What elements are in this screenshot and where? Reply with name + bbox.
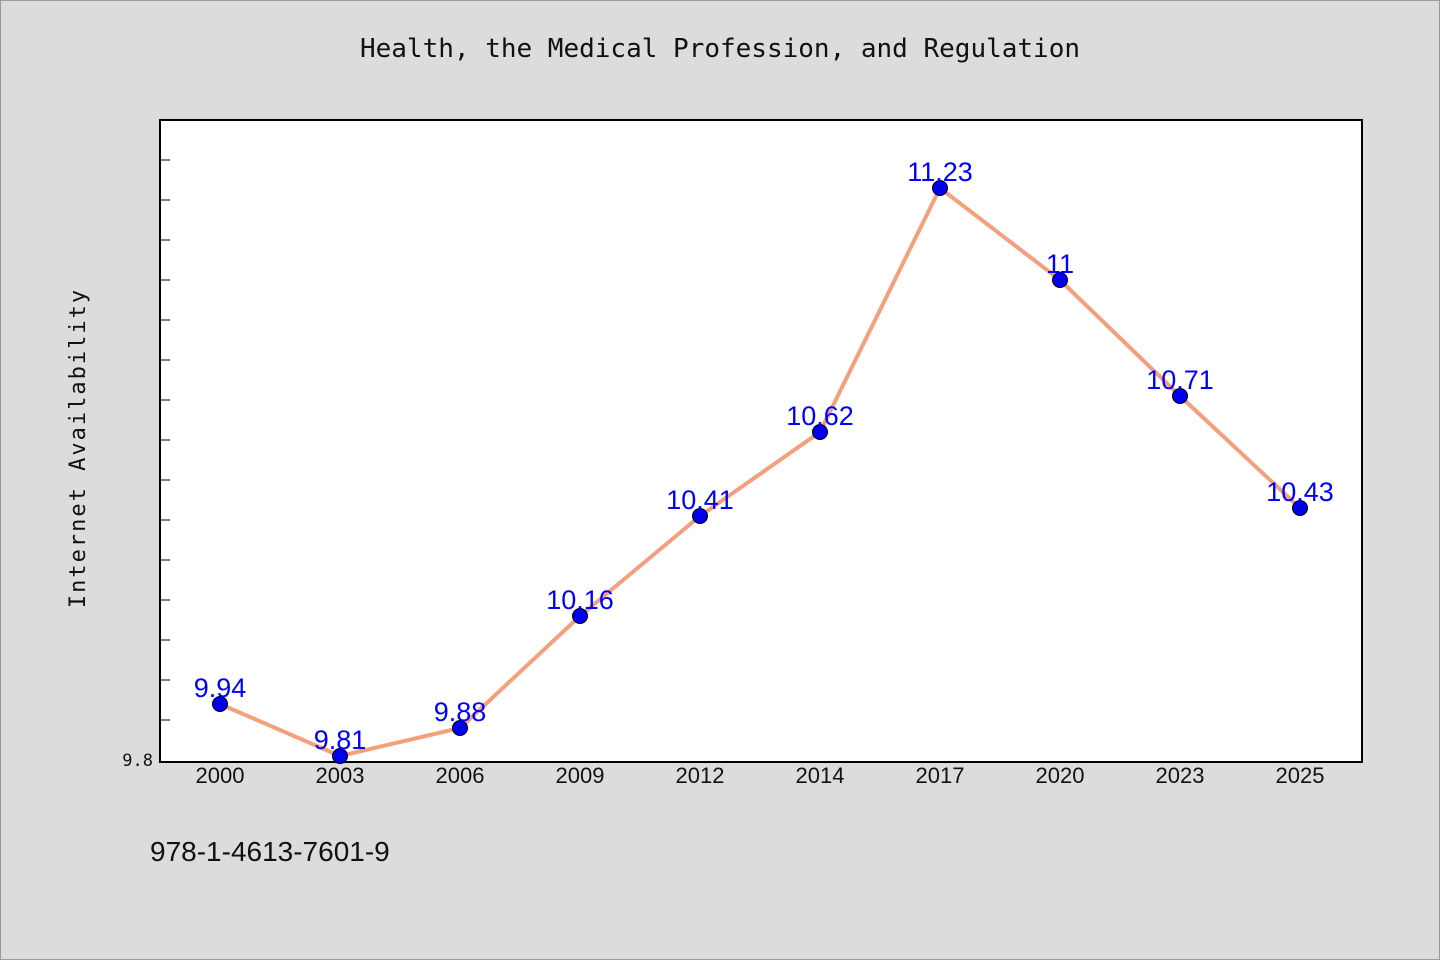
data-labels: 9.94 9.81 9.88 10.16 10.41 10.62 11.23 11 10.71 1… [194,157,1334,755]
chart-title: Health, the Medical Profession, and Regu… [359,34,1081,64]
data-label: 9.81 [314,725,367,755]
data-point [1052,272,1068,288]
data-point [932,180,948,196]
data-label: 11 [1046,249,1074,279]
data-label: 9.94 [194,673,247,703]
data-label: 10.43 [1266,477,1334,507]
data-point [812,424,828,440]
data-points [212,180,1308,764]
isbn-footnote: 978-1-4613-7601-9 [150,836,390,867]
data-label: 11.23 [907,157,973,187]
x-tick-label: 2009 [556,763,605,788]
x-tick-label: 2014 [796,763,845,788]
data-point [212,696,228,712]
x-tick-label: 2003 [316,763,365,788]
x-axis-ticks: 2000 2003 2006 2009 2012 2014 2017 2020 2023 2025 [196,763,1325,788]
series-line [219,186,1302,758]
y-axis-ticks: 9.8 [122,159,170,771]
data-point [332,748,348,764]
x-tick-label: 2006 [436,763,485,788]
data-point [1172,388,1188,404]
y-axis-label: Internet Availability [66,288,91,608]
data-point [1292,500,1308,516]
x-tick-label: 2020 [1036,763,1085,788]
x-tick-label: 2017 [916,763,965,788]
data-label: 10.41 [666,485,734,515]
y-tick-label: 9.8 [122,751,153,771]
data-point [452,720,468,736]
x-tick-label: 2012 [676,763,725,788]
x-tick-label: 2025 [1276,763,1325,788]
data-label: 10.71 [1146,365,1214,395]
data-point [692,508,708,524]
x-tick-label: 2023 [1156,763,1205,788]
data-point [572,608,588,624]
data-label: 9.88 [434,697,487,727]
plot-area [159,119,1363,763]
x-tick-label: 2000 [196,763,245,788]
data-label: 10.62 [786,401,854,431]
data-label: 10.16 [546,585,614,615]
